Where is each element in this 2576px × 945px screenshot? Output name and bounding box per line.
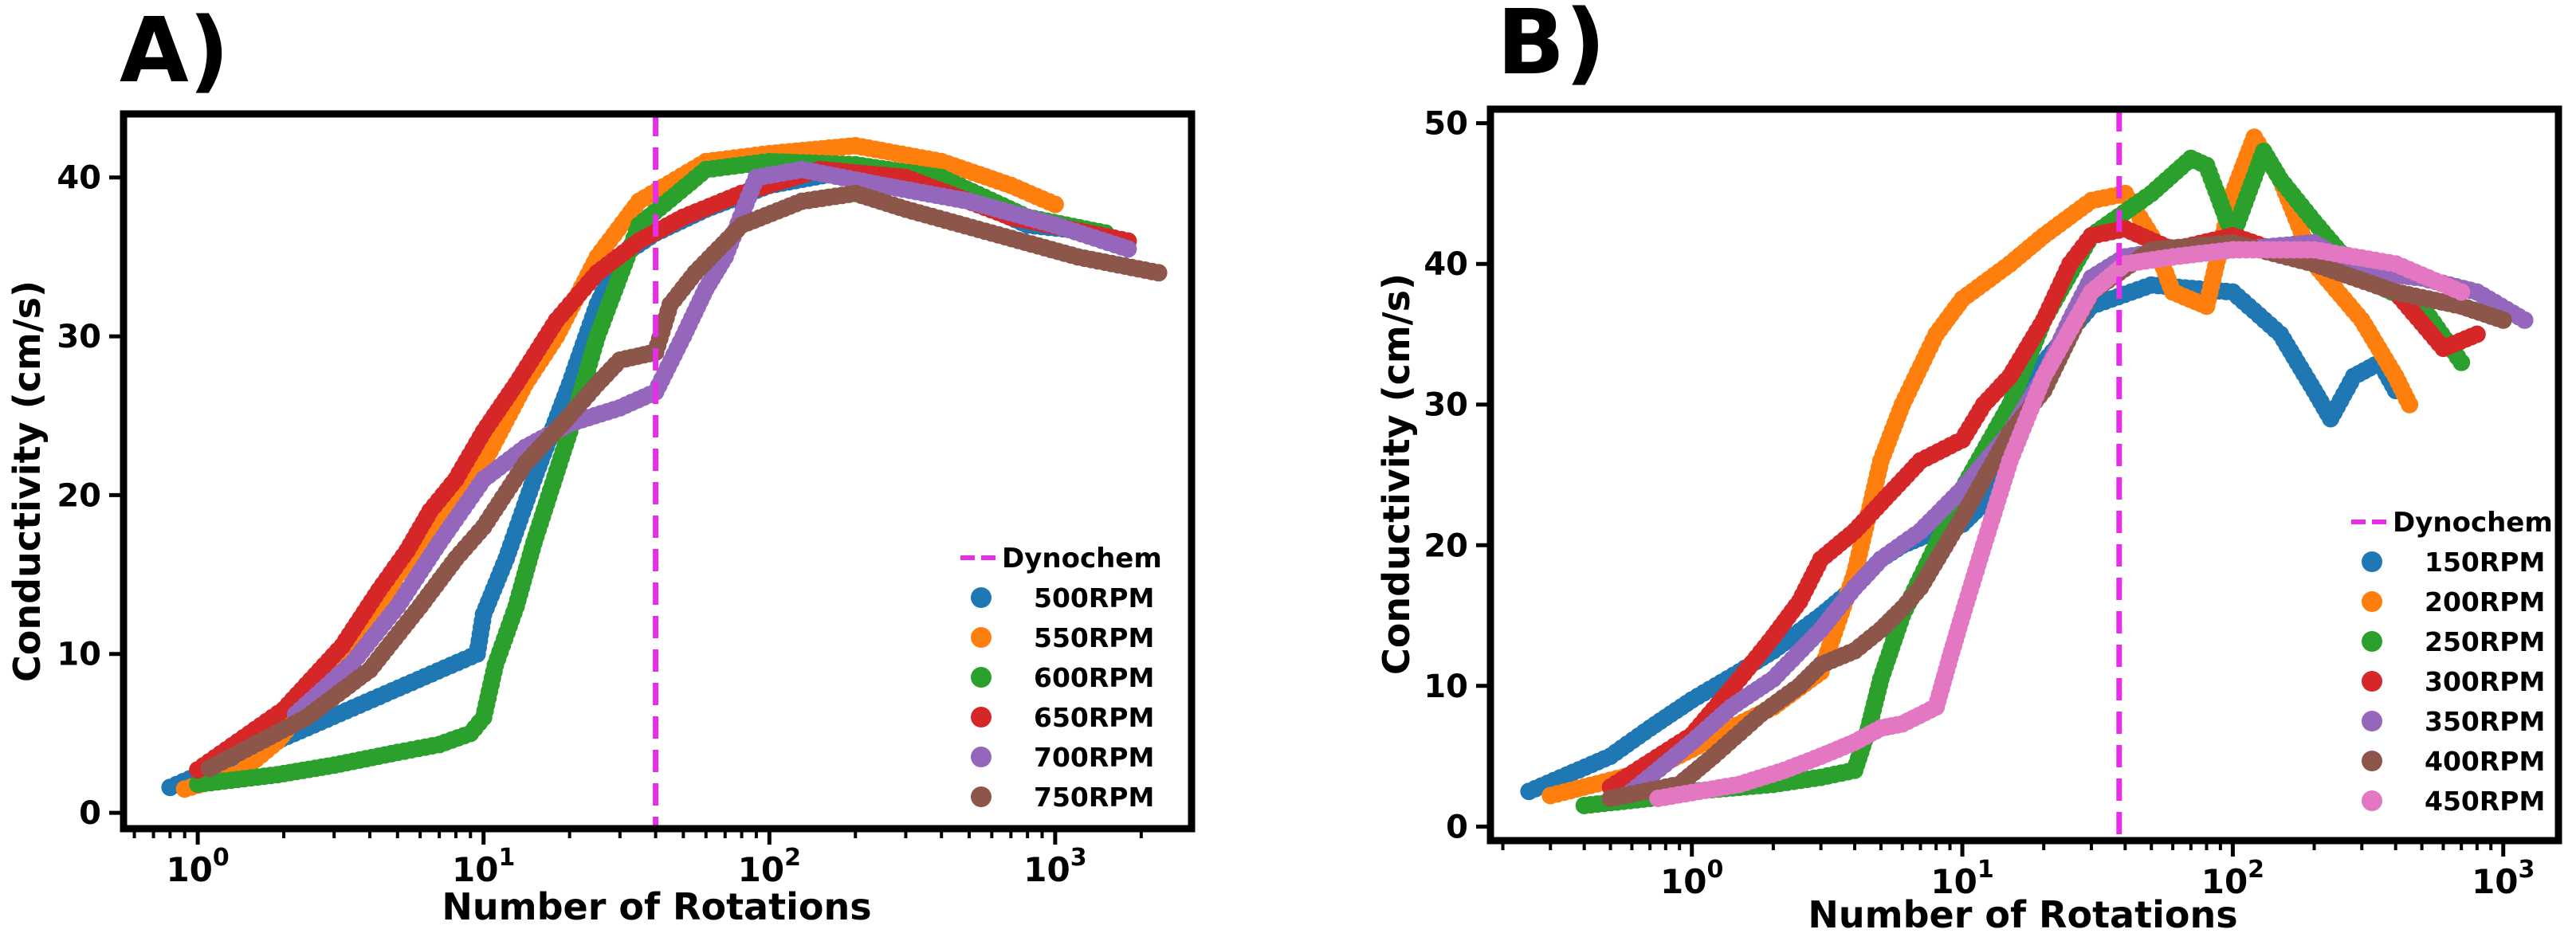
legend-marker <box>971 667 992 688</box>
panel-a-series-700RPM <box>286 160 1137 723</box>
data-point <box>2452 283 2471 301</box>
x-tick-label: 102 <box>2201 856 2264 901</box>
panel-a-plot-area <box>161 114 1168 829</box>
legend-label: 400RPM <box>2425 746 2545 777</box>
y-tick-label: 10 <box>57 637 101 673</box>
legend-marker <box>2362 631 2382 652</box>
x-tick-label: 102 <box>738 844 801 889</box>
panel-a-legend: Dynochem 500RPM 550RPM 600RPM 650RPM 700RPM 75… <box>960 543 1162 813</box>
y-tick-label: 20 <box>1423 527 1468 564</box>
legend-dynochem-label: Dynochem <box>1002 543 1162 574</box>
panel-b: B) Conductivity (cm/s) Number of Rotatio… <box>1375 0 2562 936</box>
legend-label: 700RPM <box>1034 742 1154 773</box>
panel-b-y-axis-label: Conductivity (cm/s) <box>1375 273 1418 675</box>
y-tick-label: 10 <box>1423 669 1468 705</box>
y-tick-label: 30 <box>57 319 101 355</box>
data-point <box>1119 240 1137 258</box>
legend-label: 200RPM <box>2425 586 2545 618</box>
panel-b-x-axis-label: Number of Rotations <box>1808 893 2237 936</box>
legend-label: 300RPM <box>2425 666 2545 697</box>
legend-marker <box>971 707 992 727</box>
panel-a: A) Conductivity (cm/s) Number of Rotatio… <box>6 0 1196 928</box>
y-tick-label: 20 <box>57 477 101 514</box>
legend-marker <box>2362 551 2382 572</box>
legend-dynochem-label: Dynochem <box>2393 507 2553 539</box>
data-point <box>2515 311 2534 329</box>
x-tick-label: 101 <box>452 844 515 889</box>
y-tick-label: 0 <box>79 795 101 832</box>
x-tick-label: 101 <box>1930 856 1993 901</box>
panel-b-legend: Dynochem 150RPM 200RPM 250RPM 300RPM 350RPM 40… <box>2351 507 2553 817</box>
legend-label: 350RPM <box>2425 706 2545 737</box>
panel-a-y-axis-label: Conductivity (cm/s) <box>6 280 49 682</box>
legend-label: 750RPM <box>1034 782 1154 813</box>
legend-label: 450RPM <box>2425 786 2545 817</box>
data-point <box>2468 325 2486 343</box>
panel-b-series-300RPM <box>1601 220 2486 796</box>
data-point <box>1046 195 1064 214</box>
data-point <box>1149 264 1168 282</box>
panel-a-x-axis-label: Number of Rotations <box>442 885 871 928</box>
panel-a-ticks: 0 10 20 30 40 100 101 102 103 <box>57 160 1143 889</box>
legend-marker <box>971 747 992 767</box>
legend-marker <box>971 627 992 648</box>
legend-marker <box>2362 591 2382 612</box>
y-tick-label: 50 <box>1423 106 1468 143</box>
legend-marker <box>2362 711 2382 731</box>
data-point <box>2401 395 2419 414</box>
legend-marker <box>2362 790 2382 811</box>
legend-marker <box>2362 751 2382 771</box>
legend-marker <box>2362 671 2382 692</box>
x-tick-label: 103 <box>1023 844 1086 889</box>
y-tick-label: 40 <box>1423 246 1468 283</box>
x-tick-label: 100 <box>166 844 229 889</box>
y-tick-label: 0 <box>1446 809 1468 845</box>
panel-b-series-450RPM <box>1649 241 2471 807</box>
x-tick-label: 103 <box>2472 856 2535 901</box>
legend-marker <box>971 786 992 807</box>
legend-label: 500RPM <box>1034 582 1154 614</box>
legend-label: 550RPM <box>1034 622 1154 653</box>
legend-label: 250RPM <box>2425 626 2545 657</box>
legend-label: 650RPM <box>1034 702 1154 733</box>
panel-b-plot-area <box>1520 109 2534 841</box>
panel-b-frame <box>1486 105 2562 845</box>
data-point <box>2494 311 2512 329</box>
legend-marker <box>971 587 992 608</box>
x-tick-label: 100 <box>1660 856 1723 901</box>
panel-a-label: A) <box>120 0 230 103</box>
y-tick-label: 40 <box>57 160 101 197</box>
data-point <box>2452 353 2471 371</box>
panel-b-ticks: 0 10 20 30 40 50 100 101 102 103 <box>1423 106 2535 901</box>
panel-a-series-750RPM <box>200 184 1168 778</box>
panel-a-frame <box>120 110 1196 833</box>
y-tick-label: 30 <box>1423 387 1468 424</box>
legend-label: 600RPM <box>1034 662 1154 693</box>
panel-b-series-150RPM <box>1520 276 2405 801</box>
legend-label: 150RPM <box>2425 547 2545 578</box>
panel-b-label: B) <box>1497 0 1606 95</box>
